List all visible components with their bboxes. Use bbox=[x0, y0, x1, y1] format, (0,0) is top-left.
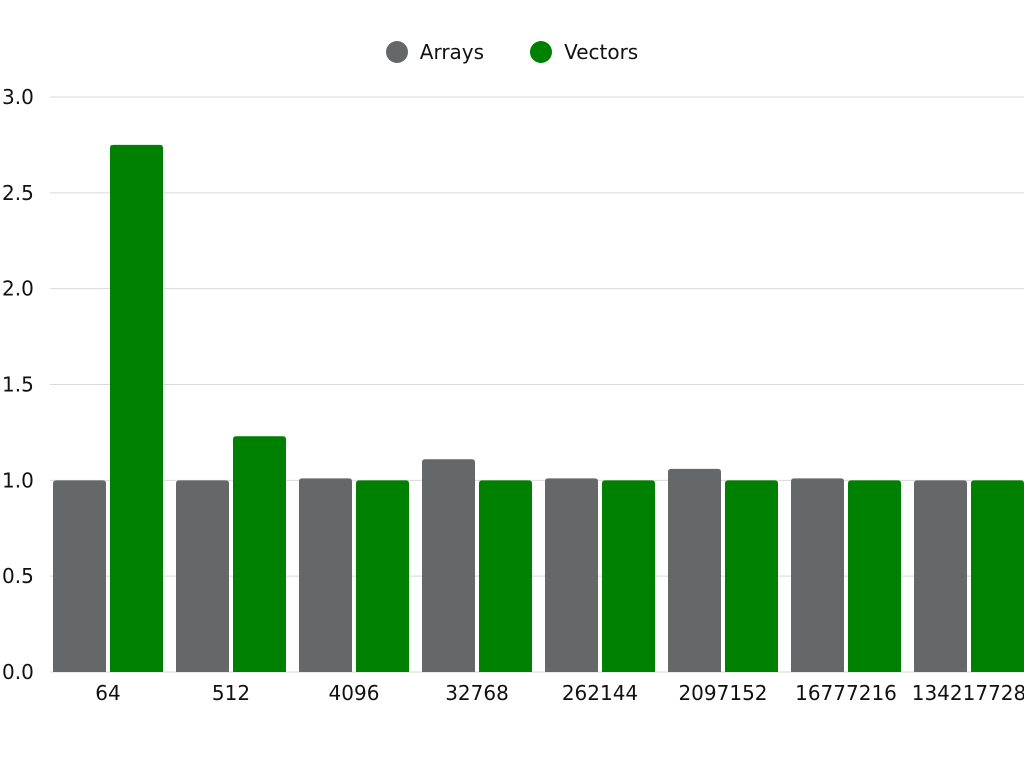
y-tick-label: 0.0 bbox=[2, 660, 34, 684]
x-tick-label: 4096 bbox=[329, 681, 380, 705]
bar-arrays-64 bbox=[53, 480, 106, 672]
bar-vectors-512 bbox=[233, 436, 286, 672]
bar-arrays-512 bbox=[176, 480, 229, 672]
bar-vectors-4096 bbox=[356, 480, 409, 672]
legend-item-vectors: Vectors bbox=[530, 40, 638, 64]
bar-vectors-262144 bbox=[602, 480, 655, 672]
bars bbox=[53, 144, 1024, 672]
y-tick-label: 3.0 bbox=[2, 85, 34, 109]
legend-item-arrays: Arrays bbox=[385, 40, 485, 64]
bar-vectors-16777216 bbox=[848, 480, 901, 672]
bar-arrays-262144 bbox=[545, 478, 598, 672]
bar-arrays-16777216 bbox=[791, 478, 844, 672]
x-tick-label: 32768 bbox=[445, 681, 509, 705]
y-tick-label: 0.5 bbox=[2, 564, 34, 588]
x-tick-label: 512 bbox=[212, 681, 250, 705]
x-axis-ticks: 64 512 4096 32768 262144 2097152 16777216 13421… bbox=[95, 681, 1024, 705]
bar-arrays-4096 bbox=[299, 478, 352, 672]
bar-vectors-32768 bbox=[479, 480, 532, 672]
bar-arrays-32768 bbox=[422, 459, 475, 672]
x-tick-label: 262144 bbox=[562, 681, 638, 705]
bar-arrays-2097152 bbox=[668, 468, 721, 672]
bar-vectors-134217728 bbox=[971, 480, 1024, 672]
bar-arrays-134217728 bbox=[914, 480, 967, 672]
legend: Arrays Vectors bbox=[0, 40, 1024, 64]
y-tick-label: 2.0 bbox=[2, 277, 34, 301]
x-tick-label: 16777216 bbox=[795, 681, 897, 705]
x-tick-label: 64 bbox=[95, 681, 120, 705]
y-tick-label: 1.0 bbox=[2, 468, 34, 492]
x-tick-label: 2097152 bbox=[678, 681, 767, 705]
legend-label-arrays: Arrays bbox=[419, 40, 485, 64]
bar-vectors-64 bbox=[110, 144, 163, 672]
legend-marker-arrays bbox=[385, 41, 408, 63]
legend-label-vectors: Vectors bbox=[564, 40, 639, 64]
bar-vectors-2097152 bbox=[725, 480, 778, 672]
y-axis-ticks: 0.0 0.5 1.0 1.5 2.0 2.5 3.0 bbox=[2, 85, 34, 684]
y-tick-label: 1.5 bbox=[2, 373, 34, 397]
legend-marker-vectors bbox=[530, 41, 553, 63]
x-tick-label: 134217728 bbox=[912, 681, 1024, 705]
y-tick-label: 2.5 bbox=[2, 181, 34, 205]
